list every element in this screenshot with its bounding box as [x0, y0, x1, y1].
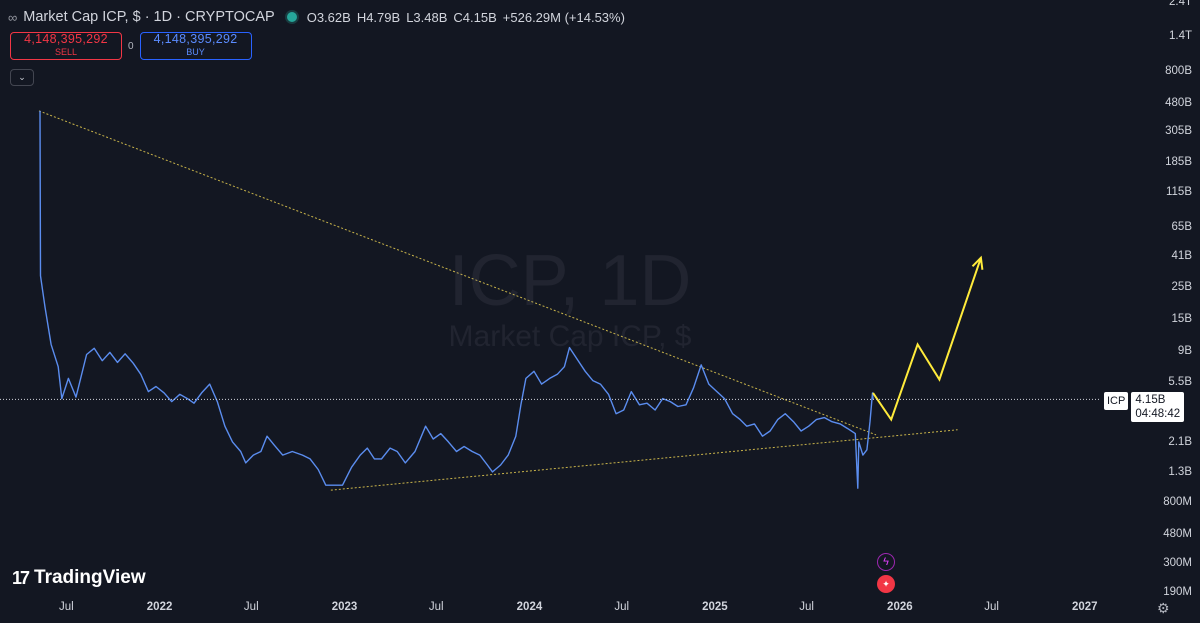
infinity-icon: ∞ — [8, 9, 18, 25]
x-tick-label: 2027 — [1072, 601, 1098, 613]
ohlc-value: 3.62B — [316, 9, 351, 25]
y-tick-label: 190M — [1163, 586, 1192, 598]
spread-value: 0 — [128, 40, 134, 52]
price-line[interactable] — [39, 110, 874, 489]
watermark-symbol: ICP, 1D — [448, 241, 692, 321]
chevron-down-icon[interactable]: ⌄ — [10, 69, 34, 86]
x-tick-label: Jul — [799, 601, 814, 613]
ohlc-key: O — [306, 9, 317, 25]
y-tick-label: 800B — [1165, 64, 1192, 77]
projection-arrowhead — [971, 255, 984, 270]
x-tick-label: 2026 — [887, 601, 913, 613]
sell-price: 4,148,395,292 — [24, 32, 108, 46]
x-tick-label: 2022 — [146, 601, 173, 613]
y-tick-label: 2.4T — [1168, 0, 1192, 8]
y-tick-label: 300M — [1163, 557, 1192, 570]
price-tag-box: 4.15B 04:48:42 — [1131, 392, 1185, 422]
y-tick-label: 9B — [1177, 344, 1192, 357]
trendlines — [38, 110, 958, 491]
lightning-icon[interactable]: ϟ — [877, 553, 895, 571]
x-tick-label: Jul — [58, 601, 74, 613]
last-price-tag: ICP 4.15B 04:48:42 — [1104, 392, 1185, 422]
ohlc-item: +526.29M (+14.53%) — [503, 10, 625, 25]
ohlc-value: 4.79B — [366, 9, 401, 25]
y-tick-label: 25B — [1171, 281, 1192, 294]
sell-button[interactable]: 4,148,395,292 SELL — [10, 32, 122, 60]
trade-panel: 4,148,395,292 SELL 0 4,148,395,292 BUY — [10, 32, 252, 60]
y-tick-label: 185B — [1165, 156, 1192, 169]
projection-line[interactable] — [872, 257, 982, 422]
price-tag-ticker: ICP — [1104, 392, 1129, 410]
y-tick-label: 15B — [1171, 313, 1192, 326]
x-tick-label: Jul — [243, 601, 259, 613]
x-tick-label: Jul — [428, 601, 444, 613]
projection-arrow — [872, 255, 984, 422]
ohlc-item: L3.48B — [406, 10, 447, 25]
y-tick-label: 2.1B — [1168, 435, 1192, 448]
tv-logo-icon: ⁠17 — [12, 567, 30, 588]
x-tick-label: 2023 — [331, 601, 358, 613]
market-open-icon — [286, 12, 297, 22]
ohlc-key: C — [453, 9, 463, 25]
brand-name: TradingView — [34, 567, 146, 588]
symbol-title[interactable]: Market Cap ICP, $ · 1D · CRYPTOCAP — [23, 9, 275, 25]
ohlc-item: H4.79B — [357, 10, 400, 25]
trendline[interactable] — [38, 110, 877, 436]
y-tick-label: 800M — [1163, 496, 1192, 509]
y-tick-label: 1.4T — [1168, 29, 1192, 42]
price-series — [39, 110, 874, 489]
price-tag-value: 4.15B — [1135, 394, 1166, 406]
buy-label: BUY — [186, 47, 205, 57]
x-tick-label: 2024 — [516, 601, 543, 613]
ohlc-value: +526.29M (+14.53%) — [502, 9, 625, 25]
ohlc-item: O3.62B — [307, 10, 351, 25]
gear-icon[interactable]: ⚙ — [1157, 600, 1170, 616]
chart-header: ∞ Market Cap ICP, $ · 1D · CRYPTOCAP O3.… — [8, 6, 625, 28]
y-tick-label: 115B — [1165, 185, 1192, 198]
y-tick-label: 5.5B — [1168, 375, 1192, 388]
buy-price: 4,148,395,292 — [153, 32, 238, 46]
y-tick-label: 480M — [1163, 528, 1192, 541]
watermark-name: Market Cap ICP, $ — [448, 320, 692, 353]
ohlc-key: L — [406, 9, 414, 25]
us-flag-icon[interactable]: ✦ — [877, 575, 895, 593]
x-tick-label: Jul — [614, 601, 630, 613]
y-tick-label: 41B — [1171, 250, 1192, 263]
ohlc-key: H — [356, 9, 367, 25]
y-tick-label: 305B — [1165, 124, 1192, 137]
tradingview-logo[interactable]: ⁠17 TradingView — [12, 567, 146, 589]
ohlc-values: O3.62B H4.79B L3.48B C4.15B +526.29M (+14.53… — [307, 10, 625, 25]
y-tick-label: 65B — [1171, 221, 1192, 234]
y-tick-label: 1.3B — [1168, 465, 1192, 478]
y-tick-label: 480B — [1165, 96, 1192, 109]
ohlc-value: 4.15B — [462, 9, 497, 25]
sell-label: SELL — [54, 47, 78, 57]
price-tag-countdown: 04:48:42 — [1135, 408, 1181, 420]
ohlc-value: 3.48B — [413, 9, 448, 25]
buy-button[interactable]: 4,148,395,292 BUY — [139, 32, 252, 60]
trendline[interactable] — [330, 429, 958, 491]
x-tick-label: 2025 — [702, 601, 728, 613]
x-tick-label: Jul — [984, 601, 999, 613]
ohlc-item: C4.15B — [453, 10, 496, 25]
